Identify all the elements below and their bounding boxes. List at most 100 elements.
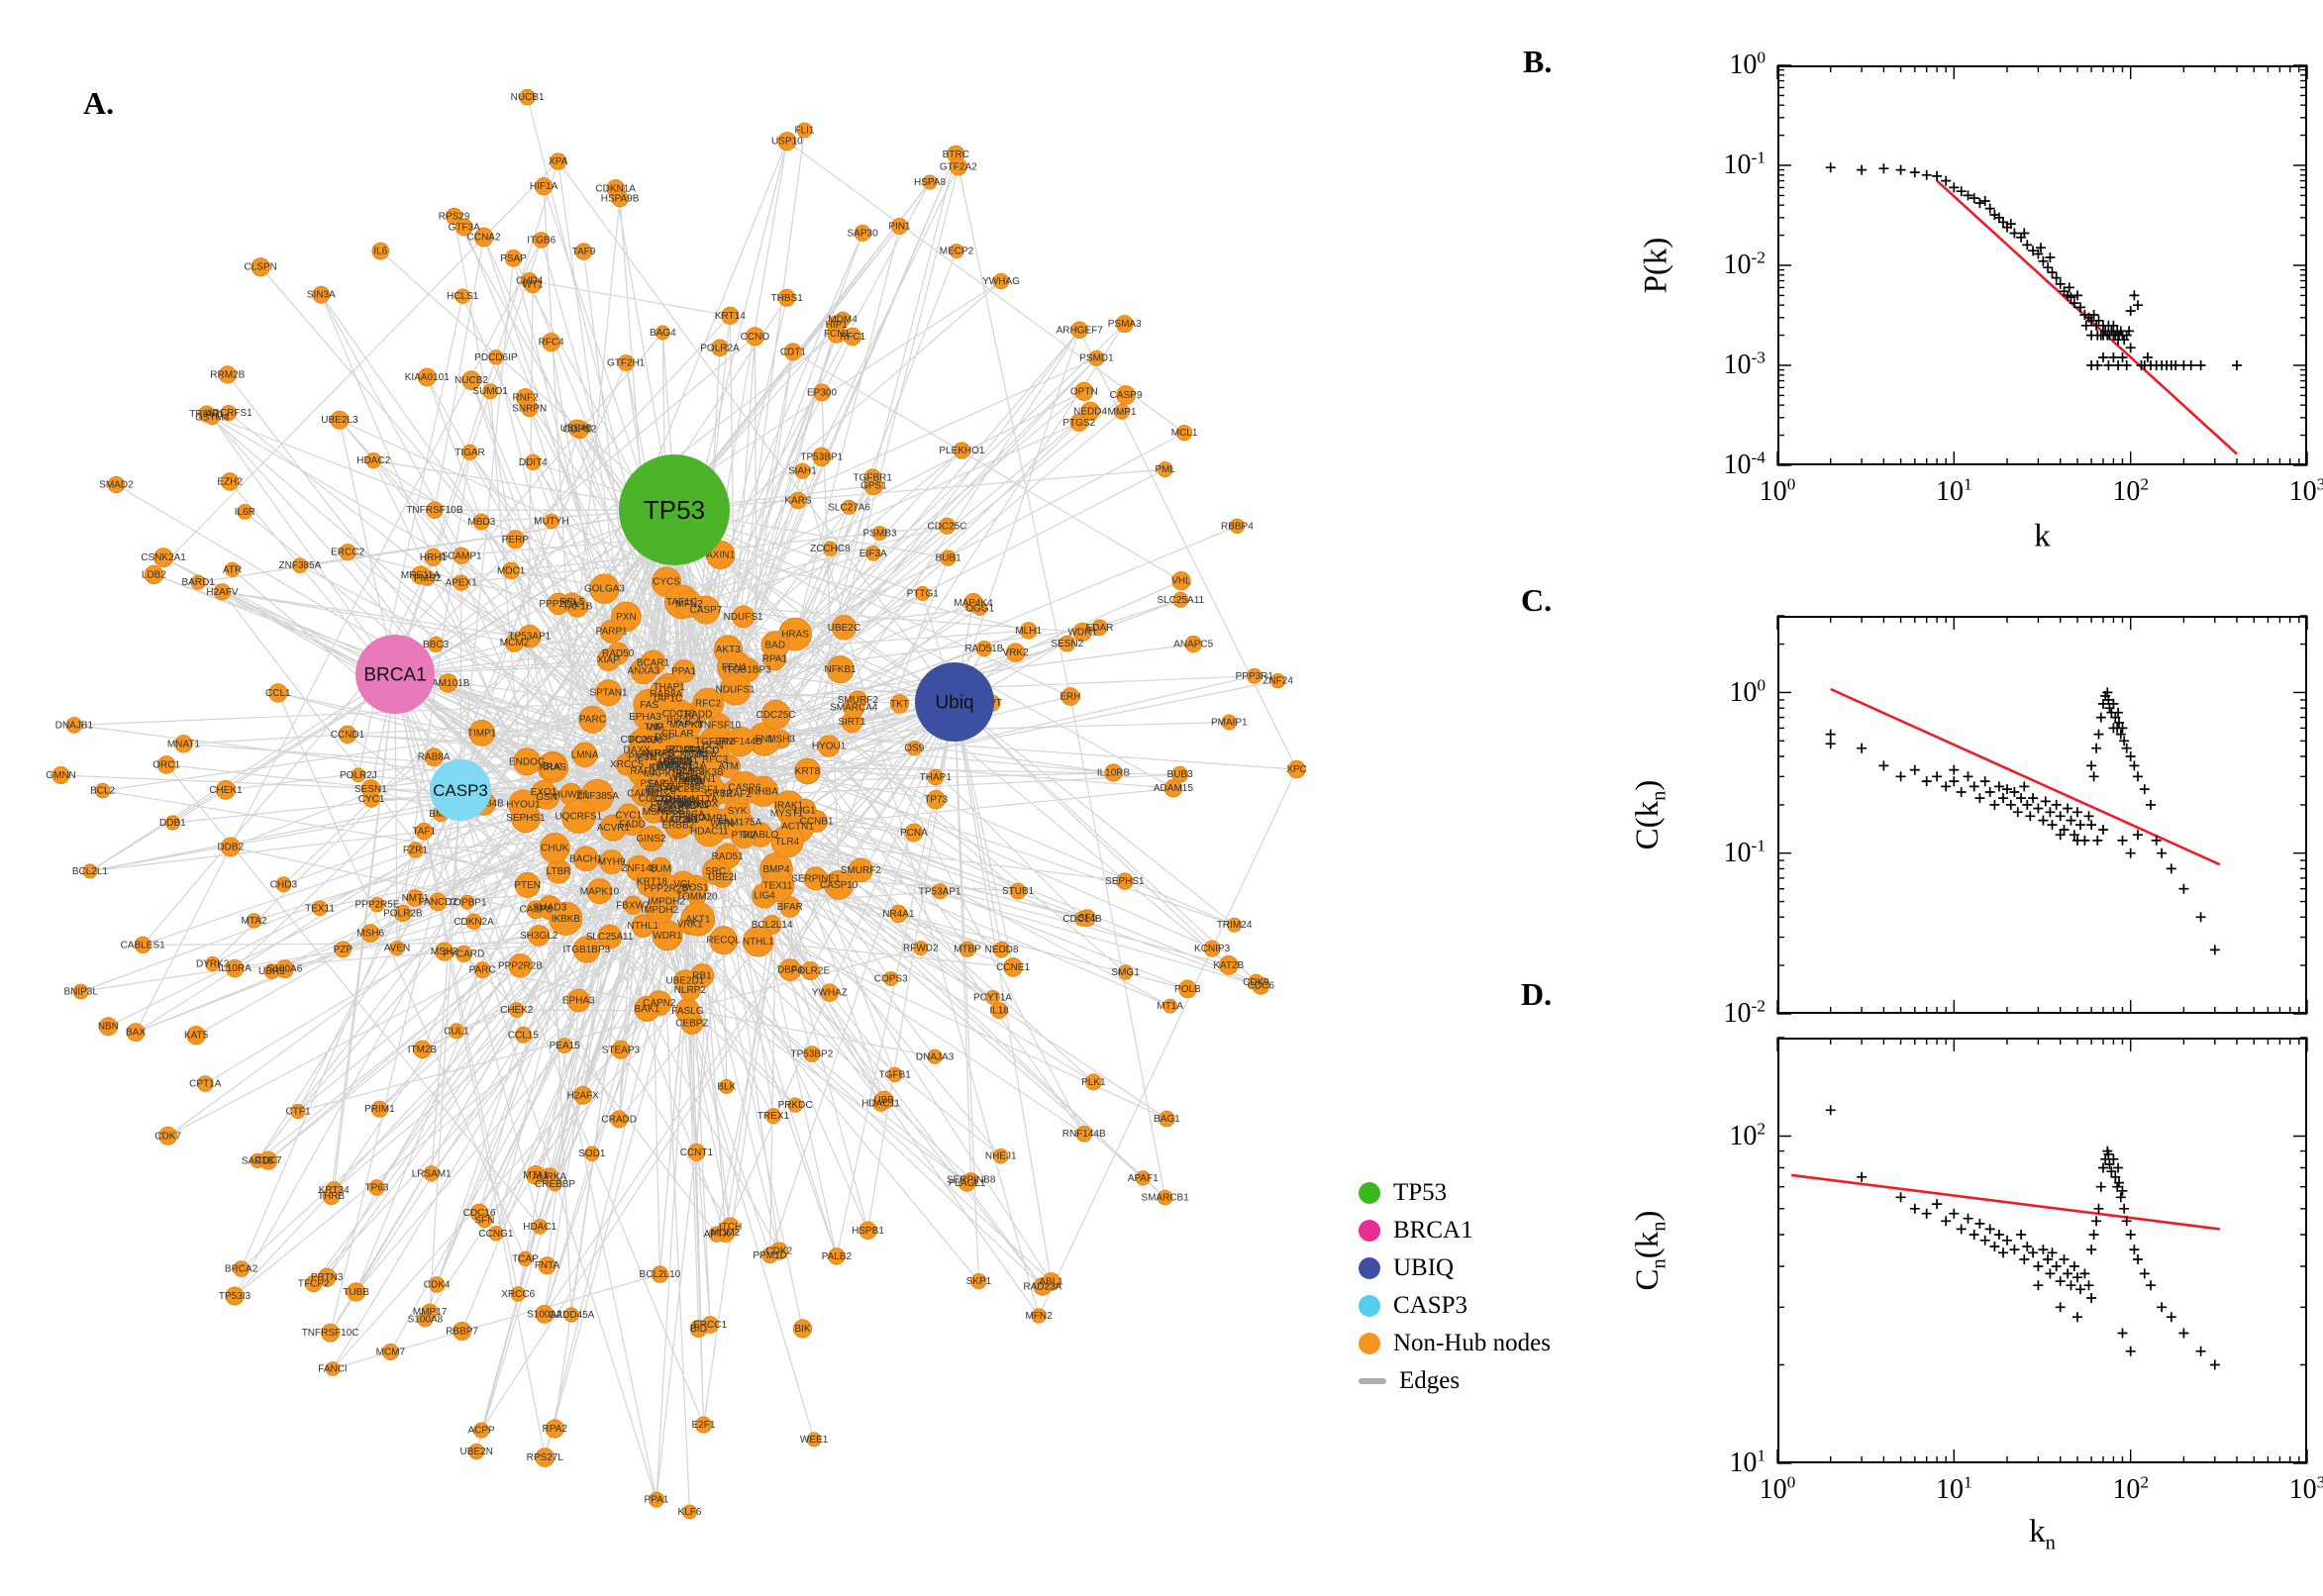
y-tick-label: 10-4 (1723, 449, 1766, 481)
network-node (514, 871, 541, 898)
network-node (465, 913, 482, 931)
gene-label: RECQL (706, 936, 741, 947)
axes-frame (1777, 616, 2307, 1014)
gene-label: CTF1 (286, 1107, 311, 1118)
network-node (538, 1256, 556, 1275)
network-node (611, 189, 629, 208)
gene-label: AVEN (384, 944, 411, 954)
gene-label: LDB2 (142, 569, 166, 580)
gene-label: SYK (728, 806, 748, 817)
network-node (174, 735, 193, 753)
network-node (368, 1179, 385, 1196)
legend-item-label: Edges (1399, 1367, 1461, 1394)
network-node (906, 741, 922, 756)
gene-label: RNF144B (719, 737, 762, 748)
gene-label: TKT (890, 699, 909, 710)
gene-label: SLC25A11 (1157, 595, 1204, 606)
network-node (251, 257, 270, 277)
network-node (760, 631, 790, 659)
gene-label: ATM (719, 761, 739, 772)
gene-label: NBN (98, 1022, 119, 1033)
gene-label: ZNF24 (1262, 676, 1293, 687)
gene-label: PLCG1 (679, 812, 712, 823)
axis-ticks (1776, 615, 2308, 1015)
axes-frame (1777, 1038, 2307, 1463)
network-node (719, 673, 752, 706)
gene-label: TAF1C (652, 693, 682, 704)
gene-label: PSAP (500, 253, 527, 264)
network-node (524, 275, 542, 294)
node-swatch-icon (1359, 1219, 1380, 1242)
network-node (453, 574, 469, 591)
network-node (1162, 998, 1178, 1014)
gene-label: PSMA3 (1108, 319, 1142, 330)
node-swatch-icon (1359, 1332, 1380, 1354)
gene-label: CASP7 (690, 605, 723, 616)
gene-label: POLE (675, 772, 702, 783)
gene-label: SMAD2 (99, 480, 134, 491)
gene-label: BFAR (777, 902, 803, 913)
hub-node-casp3: CASP3 (430, 759, 491, 821)
network-node (1075, 1125, 1092, 1143)
network-node (515, 1026, 532, 1044)
gene-label: RNF2 (513, 393, 540, 404)
x-tick-label: 103 (2288, 1473, 2323, 1506)
gene-label: S100A2 (527, 1309, 562, 1320)
gene-label: SMURF2 (838, 695, 879, 706)
network-node (812, 447, 832, 466)
network-node (339, 544, 356, 561)
network-node (542, 333, 561, 352)
network-node (992, 272, 1010, 290)
gene-label: MBD3 (467, 517, 495, 528)
network-node (874, 1090, 894, 1110)
gene-label: SLC27A6 (828, 502, 870, 513)
gene-label: BNIP3L (63, 987, 98, 998)
network-node (651, 1265, 669, 1283)
gene-label: POLR2B (383, 909, 423, 920)
gene-label: TRIM24 (1217, 920, 1253, 931)
network-node (674, 998, 700, 1024)
network-node (864, 545, 881, 561)
gene-label: MAP2K1 (660, 815, 700, 826)
gene-label: BUB1 (936, 553, 962, 564)
gene-label: CDC20 (639, 794, 671, 805)
gene-label: CYC1 (358, 794, 385, 805)
network-node (468, 719, 496, 747)
network-node (793, 798, 817, 823)
gene-label: EGFR (646, 784, 673, 795)
gene-label: NDUFS1 (716, 684, 756, 695)
gene-label: CDT1 (780, 347, 807, 357)
gene-label: NDUFS1 (724, 612, 763, 623)
gene-label: UBE2C (828, 623, 860, 634)
edge-swatch-icon (1359, 1377, 1386, 1384)
gene-label: POLD1 (669, 745, 702, 755)
network-node (1088, 349, 1105, 366)
gene-label: MSN (643, 807, 664, 818)
network-node (454, 218, 473, 237)
gene-label: EPHA3 (562, 996, 595, 1007)
gene-label: TRIAP1 (189, 409, 224, 420)
gene-label: BIRC2 (663, 756, 693, 767)
gene-label: TNFRSF10B (406, 505, 463, 516)
gene-label: RFC1 (840, 332, 866, 343)
gene-label: POLR2J (340, 770, 377, 781)
gene-labels: NTHL1 SMURF2 PSAP TAF1C CDC16 KIAA0101 THAP1 CD… (46, 92, 1307, 1518)
network-node (218, 365, 237, 384)
network-node (545, 1419, 564, 1439)
gene-label: SAP30 (848, 228, 879, 239)
network-node (1171, 765, 1189, 783)
x-tick-label: 103 (2288, 475, 2323, 508)
gene-label: FAM175A (718, 818, 761, 829)
network-node (544, 513, 559, 530)
gene-label: TNFRSF1A (656, 760, 707, 771)
gene-label: BLK (717, 1082, 736, 1093)
gene-label: GMNN (46, 770, 76, 781)
gene-label: BACH1 (569, 853, 603, 864)
gene-label: CCND1 (331, 730, 365, 741)
network-node (760, 868, 795, 903)
network-node (803, 1046, 821, 1062)
gene-label: HSPA8 (914, 177, 946, 188)
gene-label: PXN (616, 612, 637, 623)
gene-label: STEAP3 (602, 1045, 641, 1055)
network-node (616, 803, 641, 828)
